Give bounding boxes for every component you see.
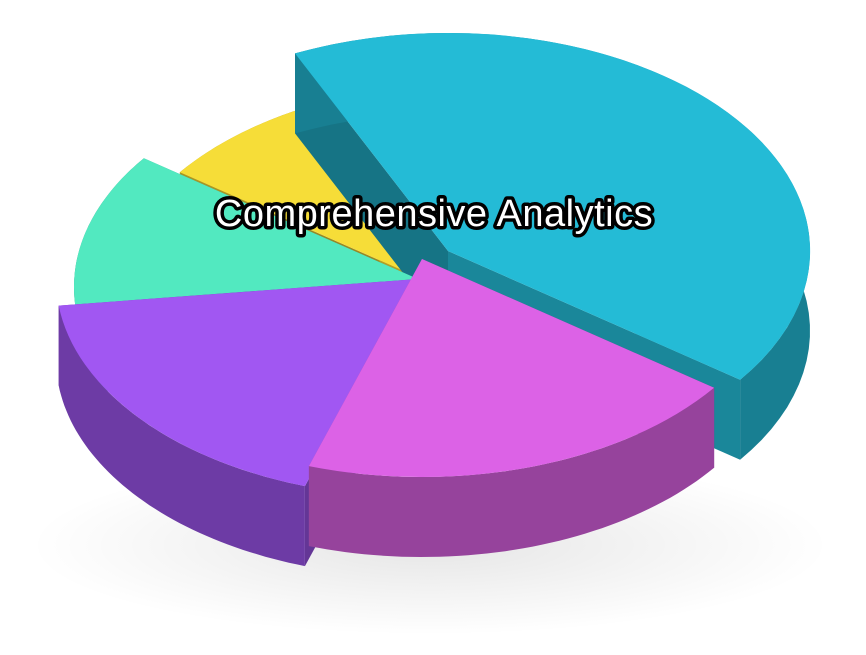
chart-title: Comprehensive Analytics (215, 193, 653, 235)
pie-slice-side (308, 387, 715, 557)
pie-slice (308, 259, 715, 557)
pie-slices (58, 32, 811, 567)
pie-slice-top (308, 259, 715, 478)
pie-slice-top (73, 158, 436, 314)
pie-slice-side (58, 305, 305, 567)
pie-slice-top (295, 32, 811, 380)
